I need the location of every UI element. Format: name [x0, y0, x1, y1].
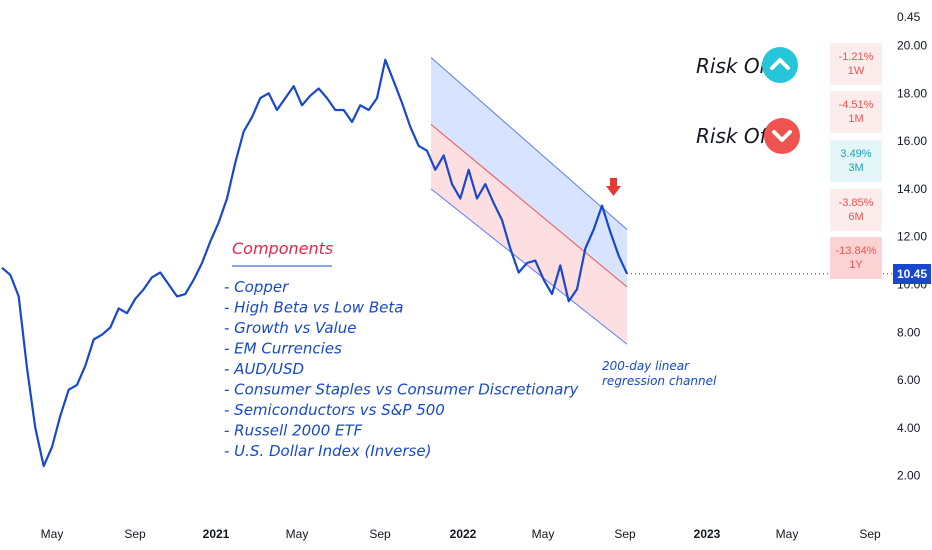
- performance-1m: -4.51% 1M: [830, 91, 882, 133]
- y-tick-label: 8.00: [897, 325, 921, 339]
- components-title: Components: [232, 239, 333, 258]
- arrow-down-icon: [606, 186, 621, 196]
- x-tick-label: May: [532, 527, 555, 541]
- channel-note-line2: regression channel: [602, 374, 717, 388]
- component-item: - Copper: [224, 278, 289, 296]
- performance-value: -1.21%: [838, 51, 874, 63]
- performance-1y: -13.84% 1Y: [830, 237, 882, 279]
- risk-off-label: Risk Off: [696, 124, 774, 148]
- y-tick-label: 0.45: [897, 10, 921, 24]
- y-tick-label: 2.00: [897, 469, 921, 483]
- y-axis: 0.4520.0018.0016.0014.0012.0010.008.006.…: [897, 10, 927, 483]
- performance-value: -4.51%: [838, 99, 874, 111]
- channel-lower-line: [430, 188, 628, 345]
- performance-value: -13.84%: [835, 245, 877, 257]
- component-item: - High Beta vs Low Beta: [224, 299, 403, 317]
- x-tick-label: Sep: [614, 527, 636, 541]
- y-tick-label: 14.00: [897, 182, 927, 196]
- performance-value: -3.85%: [838, 197, 874, 209]
- component-item: - Consumer Staples vs Consumer Discretio…: [224, 381, 580, 399]
- performance-6m: -3.85% 6M: [830, 189, 882, 231]
- y-tick-label: 16.00: [897, 134, 927, 148]
- x-tick-label: 2023: [694, 527, 721, 541]
- x-tick-label: 2021: [203, 527, 230, 541]
- x-tick-label: 2022: [450, 527, 477, 541]
- y-tick-label: 18.00: [897, 86, 927, 100]
- price-line: [1, 58, 628, 468]
- performance-period: 6M: [848, 211, 864, 223]
- performance-period: 1M: [848, 113, 864, 125]
- x-tick-label: May: [286, 527, 309, 541]
- component-item: - Semiconductors vs S&P 500: [224, 401, 445, 419]
- x-tick-label: Sep: [369, 527, 391, 541]
- performance-3m: 3.49% 3M: [830, 140, 882, 182]
- performance-period: 1Y: [849, 259, 863, 271]
- component-item: - EM Currencies: [224, 340, 342, 358]
- channel-middle-line: [430, 123, 628, 288]
- component-item: - Russell 2000 ETF: [224, 422, 363, 440]
- chevron-up-glyph: [770, 58, 790, 70]
- chevron-down-icon: [764, 118, 800, 154]
- component-item: - Growth vs Value: [224, 319, 356, 337]
- y-tick-label: 4.00: [897, 421, 921, 435]
- regression-channel: [430, 57, 628, 345]
- arrow-down-icon-stem: [610, 178, 617, 187]
- component-item: - AUD/USD: [224, 360, 304, 378]
- risk-on-label: Risk On: [696, 54, 773, 78]
- channel-upper-band: [431, 57, 627, 287]
- performance-1w: -1.21% 1W: [830, 43, 882, 85]
- last-price-tag: 10.45: [893, 264, 931, 284]
- performance-period: 3M: [848, 162, 864, 174]
- components-annotation: Components - Copper - High Beta vs Low Bet…: [224, 239, 717, 460]
- y-tick-label: 12.00: [897, 230, 927, 244]
- y-tick-label: 6.00: [897, 373, 921, 387]
- y-tick-label: 20.00: [897, 39, 927, 53]
- performance-value: 3.49%: [840, 148, 872, 160]
- chevron-down-glyph: [772, 130, 792, 142]
- channel-note-line1: 200-day linear: [602, 359, 690, 373]
- chevron-up-icon: [762, 47, 798, 83]
- x-tick-label: Sep: [859, 527, 881, 541]
- series-layer: [1, 58, 628, 468]
- x-tick-label: Sep: [124, 527, 146, 541]
- channel-upper-line: [430, 57, 628, 230]
- x-tick-label: May: [776, 527, 799, 541]
- x-tick-label: May: [41, 527, 64, 541]
- x-axis: May Sep 2021 May Sep 2022 May Sep 2023 May Sep: [41, 527, 881, 541]
- performance-period: 1W: [847, 65, 865, 77]
- component-item: - U.S. Dollar Index (Inverse): [224, 442, 431, 460]
